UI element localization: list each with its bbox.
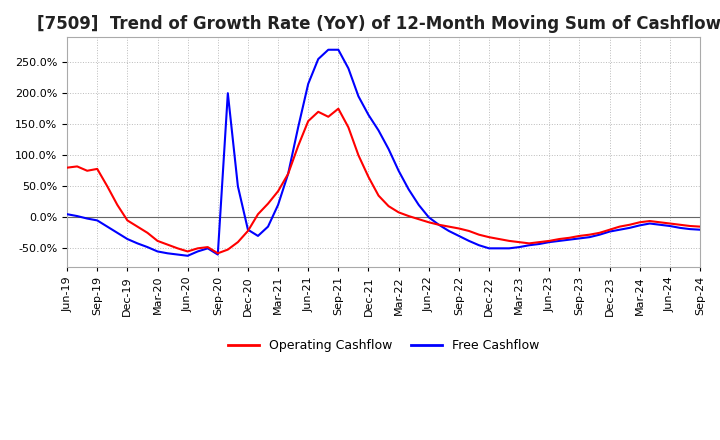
Legend: Operating Cashflow, Free Cashflow: Operating Cashflow, Free Cashflow [222, 334, 544, 357]
Title: [7509]  Trend of Growth Rate (YoY) of 12-Month Moving Sum of Cashflows: [7509] Trend of Growth Rate (YoY) of 12-… [37, 15, 720, 33]
